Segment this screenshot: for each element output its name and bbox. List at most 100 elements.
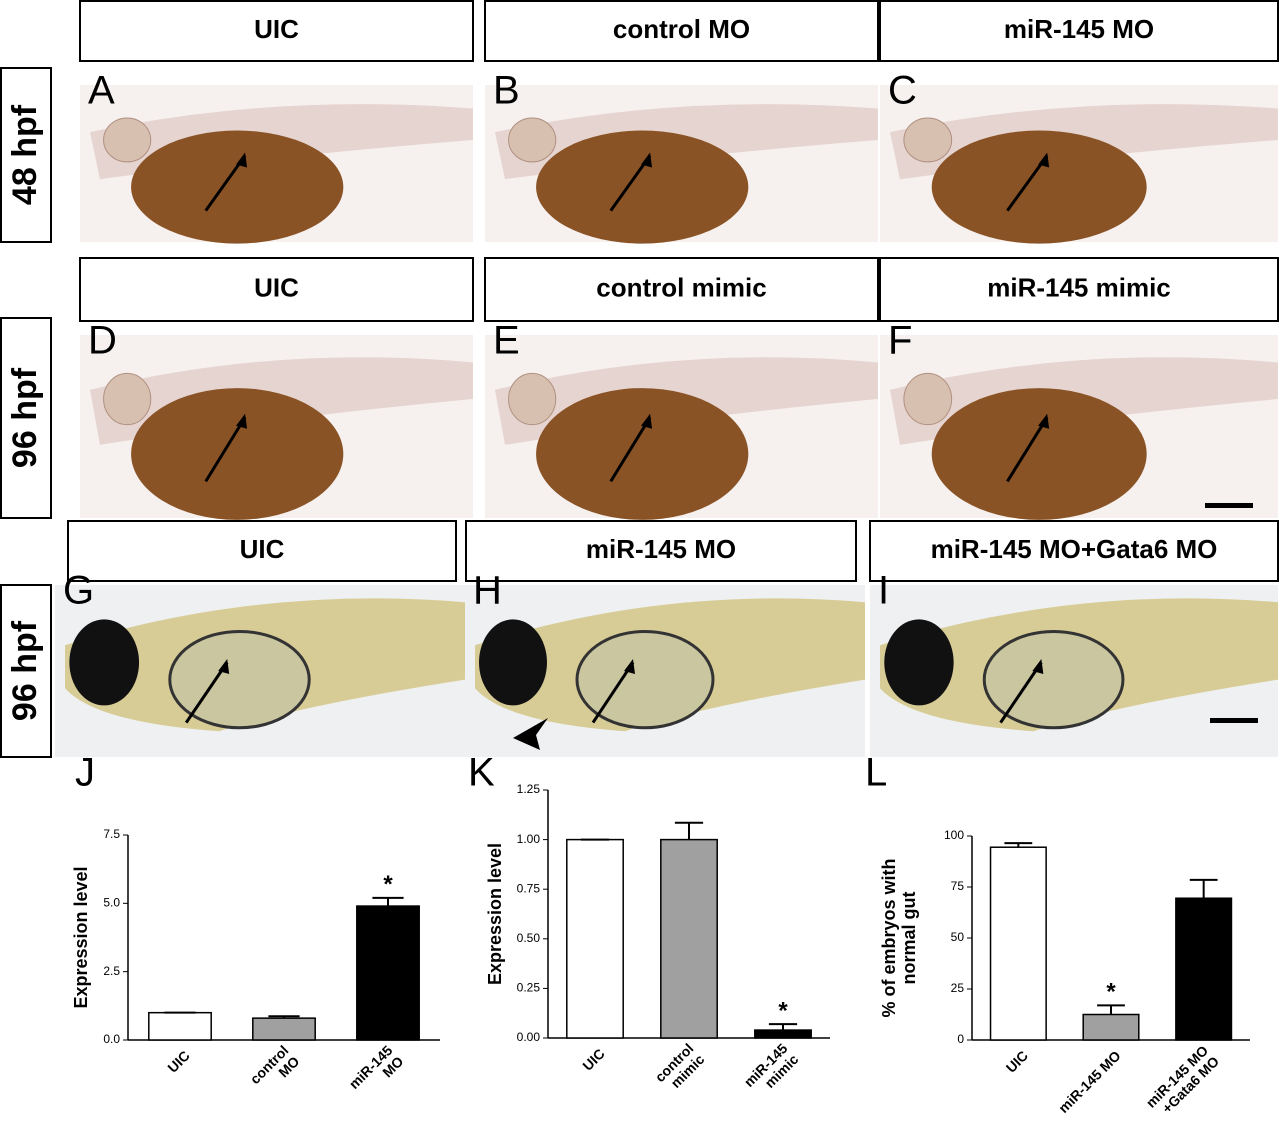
y-tick-label: 50 bbox=[951, 930, 965, 944]
panel-header-box bbox=[79, 257, 474, 322]
panel-header: UIC bbox=[240, 534, 285, 564]
scale-bar bbox=[1205, 503, 1253, 508]
panel-letter: J bbox=[75, 751, 95, 795]
panel-header: UIC bbox=[254, 14, 299, 44]
larva-eye bbox=[884, 619, 954, 706]
y-tick-label: 1.00 bbox=[517, 832, 541, 846]
panel-header-box bbox=[879, 0, 1279, 62]
bar bbox=[1175, 897, 1233, 1041]
larva-yolk bbox=[982, 629, 1125, 730]
arrow-head bbox=[236, 413, 248, 429]
embryo-yolk bbox=[536, 130, 749, 244]
y-tick-label: 0.00 bbox=[517, 1030, 541, 1044]
panel-letter: C bbox=[888, 69, 917, 113]
error-bar bbox=[1189, 878, 1218, 899]
significance: * bbox=[778, 997, 788, 1024]
panel-letter: D bbox=[88, 319, 117, 363]
panel-header: miR-145 MO+Gata6 MO bbox=[931, 534, 1218, 564]
embryo-yolk bbox=[931, 130, 1147, 244]
bar bbox=[356, 905, 420, 1041]
y-tick-label: 5.0 bbox=[103, 896, 120, 910]
y-tick-label: 25 bbox=[951, 981, 965, 995]
embryo-yolk bbox=[131, 130, 344, 244]
arrow bbox=[1006, 416, 1049, 483]
arrow bbox=[999, 661, 1043, 724]
bar bbox=[660, 838, 718, 1039]
row-label: 96 hpf bbox=[6, 367, 44, 468]
x-tick-label: controlMO bbox=[246, 1042, 302, 1098]
panel-letter: I bbox=[878, 569, 889, 613]
panel-header-box bbox=[879, 257, 1279, 322]
error-bar bbox=[768, 1023, 798, 1031]
panel-letter: K bbox=[468, 751, 495, 795]
panel-letter: L bbox=[865, 751, 887, 795]
significance: * bbox=[383, 871, 393, 898]
arrow bbox=[204, 416, 247, 483]
row-label-box bbox=[0, 317, 52, 519]
panel-header-box bbox=[465, 520, 857, 582]
arrow-head bbox=[641, 152, 653, 168]
embryo-eye bbox=[903, 117, 953, 163]
error-bar bbox=[268, 1015, 300, 1019]
panel-header: miR-145 MO bbox=[586, 534, 736, 564]
arrow-head bbox=[1038, 152, 1050, 168]
y-tick-label: 0 bbox=[957, 1032, 964, 1046]
panel-letter: F bbox=[888, 319, 912, 363]
bar bbox=[989, 846, 1047, 1041]
larva-yolk bbox=[168, 629, 311, 730]
arrow-head bbox=[236, 152, 248, 168]
x-tick-label: miR-145mimic bbox=[740, 1040, 801, 1101]
y-tick-label: 2.5 bbox=[103, 964, 120, 978]
panel-header-box bbox=[79, 0, 474, 62]
x-tick-label: controlmimic bbox=[651, 1040, 707, 1096]
x-tick-label: miR-145 MO+Gata6 MO bbox=[1142, 1042, 1221, 1121]
y-tick-label: 0.25 bbox=[517, 981, 541, 995]
larva-yolk bbox=[575, 629, 715, 730]
panel-letter: H bbox=[473, 569, 502, 613]
panel-header: control mimic bbox=[596, 272, 766, 302]
x-tick-label: UIC bbox=[164, 1047, 192, 1075]
panel-letter: G bbox=[63, 569, 94, 613]
panel-header: miR-145 mimic bbox=[987, 272, 1171, 302]
significance: * bbox=[1106, 979, 1116, 1006]
panel-header: UIC bbox=[254, 272, 299, 302]
arrowhead-mark bbox=[513, 718, 548, 750]
y-axis-label: Expression level bbox=[485, 843, 505, 985]
x-tick-label: miR-145 MO bbox=[1055, 1047, 1124, 1116]
embryo-eye bbox=[103, 372, 152, 426]
arrow-head bbox=[218, 658, 230, 674]
row-label-box bbox=[0, 67, 52, 243]
panel-letter: E bbox=[493, 319, 520, 363]
y-tick-label: 100 bbox=[944, 828, 964, 842]
embryo-yolk bbox=[931, 388, 1147, 520]
y-axis-label: % of embryos withnormal gut bbox=[879, 858, 919, 1017]
y-tick-label: 1.25 bbox=[517, 782, 541, 796]
panel-header-box bbox=[484, 257, 879, 322]
error-bar bbox=[674, 821, 704, 840]
arrow bbox=[609, 416, 652, 483]
error-bar bbox=[1097, 1004, 1125, 1015]
x-tick-label: UIC bbox=[579, 1045, 607, 1073]
arrow-head bbox=[641, 413, 653, 429]
y-tick-label: 75 bbox=[951, 879, 965, 893]
panel-letter: B bbox=[493, 69, 520, 113]
panel-header-box bbox=[869, 520, 1279, 582]
bar bbox=[566, 838, 624, 1039]
panel-header: miR-145 MO bbox=[1004, 14, 1154, 44]
arrow-head bbox=[1038, 413, 1050, 429]
panel-header-box bbox=[67, 520, 457, 582]
panel-header: control MO bbox=[613, 14, 750, 44]
embryo-eye bbox=[103, 117, 152, 163]
embryo-eye bbox=[903, 372, 953, 426]
row-label: 96 hpf bbox=[6, 620, 44, 721]
panel-header-box bbox=[484, 0, 879, 62]
bar bbox=[148, 1011, 212, 1041]
arrow bbox=[591, 661, 635, 724]
bar bbox=[1082, 1013, 1140, 1041]
x-tick-label: UIC bbox=[1003, 1047, 1031, 1075]
scale-bar bbox=[1210, 718, 1258, 723]
larva-eye bbox=[69, 619, 140, 706]
embryo-yolk bbox=[536, 388, 749, 520]
row-label: 48 hpf bbox=[6, 104, 44, 205]
